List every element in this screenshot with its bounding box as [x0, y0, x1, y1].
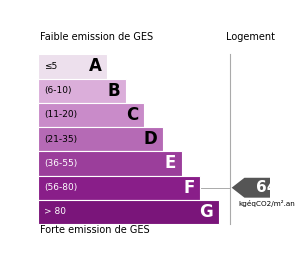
Text: C: C [126, 106, 139, 124]
Text: G: G [199, 203, 213, 221]
Text: kgéqCO2/m².an: kgéqCO2/m².an [239, 200, 296, 207]
Text: > 80: > 80 [44, 207, 67, 217]
Bar [38, 54, 107, 79]
Text: (6-10): (6-10) [44, 86, 72, 95]
Bar [38, 176, 200, 200]
Text: (36-55): (36-55) [44, 159, 78, 168]
Bar [38, 200, 219, 224]
Text: Forte emission de GES: Forte emission de GES [40, 225, 149, 235]
Bar [38, 103, 145, 127]
Text: 64: 64 [256, 180, 278, 195]
Text: B: B [107, 82, 120, 100]
Text: (11-20): (11-20) [44, 110, 78, 119]
Text: Faible emission de GES: Faible emission de GES [40, 32, 153, 42]
Text: A: A [88, 57, 101, 75]
Text: D: D [143, 130, 157, 148]
Text: (56-80): (56-80) [44, 183, 78, 192]
Polygon shape [232, 178, 290, 198]
Bar [38, 151, 182, 176]
Text: ≤5: ≤5 [44, 62, 58, 71]
Bar [38, 79, 126, 103]
Bar [38, 127, 163, 151]
Text: F: F [183, 179, 194, 197]
Text: Logement: Logement [226, 32, 275, 42]
Text: (21-35): (21-35) [44, 135, 78, 144]
Text: E: E [164, 154, 176, 172]
